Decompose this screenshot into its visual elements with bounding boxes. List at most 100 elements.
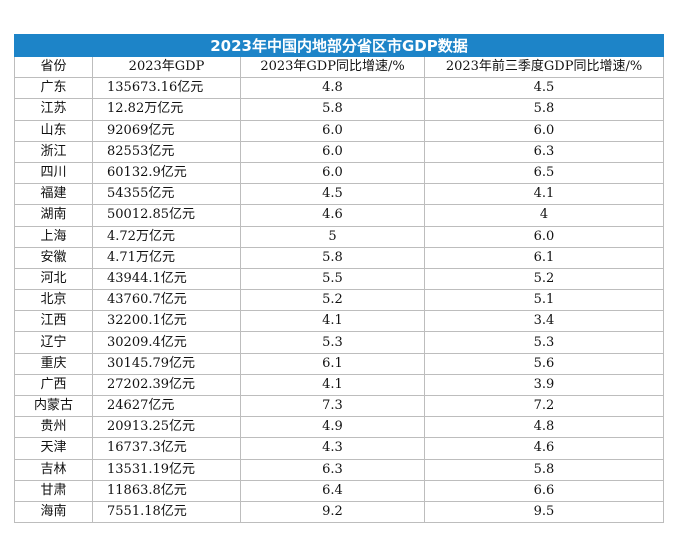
q3-growth-cell: 4.5 [423, 77, 665, 100]
q3-growth-cell: 3.4 [423, 310, 665, 333]
province-cell: 四川 [14, 161, 93, 185]
gdp-cell: 43760.7亿元 [92, 289, 241, 312]
table-row: 山东 92069亿元 6.0 6.0 [14, 119, 665, 142]
q3-growth-cell: 5.8 [423, 98, 665, 121]
province-cell: 北京 [14, 289, 93, 312]
growth-cell: 7.3 [240, 394, 425, 418]
q3-growth-cell: 6.5 [423, 161, 665, 185]
q3-growth-cell: 4.8 [423, 416, 665, 439]
gdp-cell: 32200.1亿元 [92, 310, 241, 333]
province-cell: 广东 [14, 77, 93, 100]
q3-growth-cell: 5.1 [423, 289, 665, 312]
table-row: 天津 16737.3亿元 4.3 4.6 [14, 437, 665, 460]
province-cell: 江西 [14, 310, 93, 333]
growth-cell: 6.4 [240, 479, 425, 502]
province-cell: 江苏 [14, 98, 93, 121]
gdp-cell: 54355亿元 [92, 183, 241, 206]
gdp-cell: 92069亿元 [92, 119, 241, 142]
province-cell: 安徽 [14, 246, 93, 269]
header-province: 省份 [14, 55, 93, 79]
table-row: 四川 60132.9亿元 6.0 6.5 [14, 161, 665, 185]
gdp-cell: 43944.1亿元 [92, 267, 241, 291]
table-row: 河北 43944.1亿元 5.5 5.2 [14, 267, 665, 291]
q3-growth-cell: 5.2 [423, 267, 665, 291]
growth-cell: 4.3 [240, 437, 425, 460]
table-row: 吉林 13531.19亿元 6.3 5.8 [14, 458, 665, 481]
q3-growth-cell: 6.0 [423, 225, 665, 248]
header-row: 省份 2023年GDP 2023年GDP同比增速/% 2023年前三季度GDP同… [14, 55, 665, 79]
province-cell: 上海 [14, 225, 93, 248]
gdp-cell: 24627亿元 [92, 394, 241, 418]
table-row: 上海 4.72万亿元 5 6.0 [14, 225, 665, 248]
table-row: 安徽 4.71万亿元 5.8 6.1 [14, 246, 665, 269]
growth-cell: 4.1 [240, 310, 425, 333]
header-q3-growth: 2023年前三季度GDP同比增速/% [423, 55, 665, 79]
growth-cell: 5.3 [240, 331, 425, 354]
gdp-cell: 60132.9亿元 [92, 161, 241, 185]
growth-cell: 4.6 [240, 204, 425, 227]
growth-cell: 4.5 [240, 183, 425, 206]
q3-growth-cell: 6.6 [423, 479, 665, 502]
q3-growth-cell: 5.6 [423, 352, 665, 375]
province-cell: 甘肃 [14, 479, 93, 502]
gdp-cell: 30145.79亿元 [92, 352, 241, 375]
gdp-cell: 20913.25亿元 [92, 416, 241, 439]
growth-cell: 5.8 [240, 246, 425, 269]
province-cell: 辽宁 [14, 331, 93, 354]
gdp-cell: 50012.85亿元 [92, 204, 241, 227]
table-row: 江西 32200.1亿元 4.1 3.4 [14, 310, 665, 333]
gdp-table: 2023年中国内地部分省区市GDP数据 省份 2023年GDP 2023年GDP… [13, 34, 665, 524]
q3-growth-cell: 5.3 [423, 331, 665, 354]
province-cell: 广西 [14, 373, 93, 397]
q3-growth-cell: 6.0 [423, 119, 665, 142]
table-row: 内蒙古 24627亿元 7.3 7.2 [14, 394, 665, 418]
q3-growth-cell: 6.1 [423, 246, 665, 269]
table-row: 辽宁 30209.4亿元 5.3 5.3 [14, 331, 665, 354]
table-row: 福建 54355亿元 4.5 4.1 [14, 183, 665, 206]
province-cell: 海南 [14, 500, 93, 524]
table-row: 甘肃 11863.8亿元 6.4 6.6 [14, 479, 665, 502]
gdp-cell: 27202.39亿元 [92, 373, 241, 397]
gdp-cell: 30209.4亿元 [92, 331, 241, 354]
province-cell: 重庆 [14, 352, 93, 375]
gdp-cell: 135673.16亿元 [92, 77, 241, 100]
growth-cell: 4.8 [240, 77, 425, 100]
gdp-cell: 13531.19亿元 [92, 458, 241, 481]
q3-growth-cell: 7.2 [423, 394, 665, 418]
table-row: 海南 7551.18亿元 9.2 9.5 [14, 500, 665, 524]
q3-growth-cell: 4 [423, 204, 665, 227]
table-row: 江苏 12.82万亿元 5.8 5.8 [14, 98, 665, 121]
header-growth: 2023年GDP同比增速/% [240, 55, 425, 79]
q3-growth-cell: 4.1 [423, 183, 665, 206]
gdp-cell: 4.72万亿元 [92, 225, 241, 248]
province-cell: 浙江 [14, 140, 93, 163]
province-cell: 湖南 [14, 204, 93, 227]
q3-growth-cell: 3.9 [423, 373, 665, 397]
table-row: 浙江 82553亿元 6.0 6.3 [14, 140, 665, 163]
province-cell: 贵州 [14, 416, 93, 439]
table-row: 重庆 30145.79亿元 6.1 5.6 [14, 352, 665, 375]
province-cell: 吉林 [14, 458, 93, 481]
growth-cell: 4.1 [240, 373, 425, 397]
q3-growth-cell: 6.3 [423, 140, 665, 163]
gdp-cell: 16737.3亿元 [92, 437, 241, 460]
growth-cell: 6.0 [240, 161, 425, 185]
growth-cell: 5.2 [240, 289, 425, 312]
table-title: 2023年中国内地部分省区市GDP数据 [13, 34, 665, 57]
q3-growth-cell: 9.5 [423, 500, 665, 524]
table-row: 广西 27202.39亿元 4.1 3.9 [14, 373, 665, 397]
province-cell: 河北 [14, 267, 93, 291]
table-row: 湖南 50012.85亿元 4.6 4 [14, 204, 665, 227]
gdp-cell: 7551.18亿元 [92, 500, 241, 524]
table-row: 贵州 20913.25亿元 4.9 4.8 [14, 416, 665, 439]
gdp-table-container: 2023年中国内地部分省区市GDP数据 省份 2023年GDP 2023年GDP… [13, 34, 665, 524]
province-cell: 福建 [14, 183, 93, 206]
province-cell: 天津 [14, 437, 93, 460]
header-gdp: 2023年GDP [92, 55, 241, 79]
growth-cell: 6.3 [240, 458, 425, 481]
growth-cell: 4.9 [240, 416, 425, 439]
q3-growth-cell: 5.8 [423, 458, 665, 481]
gdp-cell: 4.71万亿元 [92, 246, 241, 269]
growth-cell: 6.0 [240, 140, 425, 163]
gdp-cell: 11863.8亿元 [92, 479, 241, 502]
